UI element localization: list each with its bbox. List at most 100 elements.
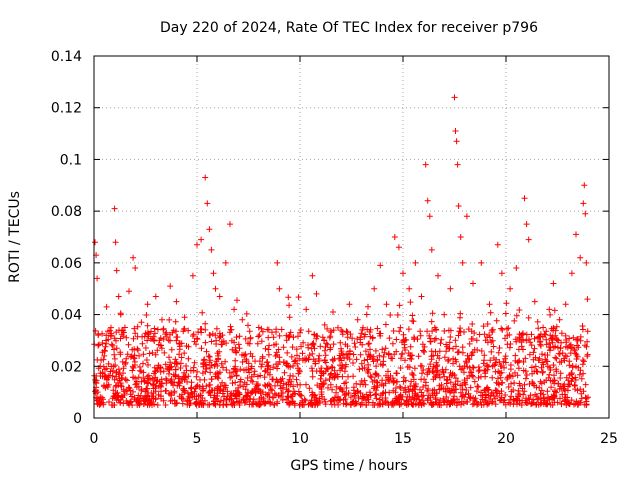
data-point bbox=[110, 363, 117, 370]
data-point bbox=[449, 370, 456, 377]
data-point bbox=[540, 361, 547, 368]
data-point bbox=[553, 366, 560, 373]
data-point bbox=[309, 341, 316, 347]
data-point bbox=[568, 270, 575, 277]
data-point bbox=[327, 344, 334, 351]
data-point bbox=[468, 328, 475, 335]
data-point bbox=[546, 306, 553, 313]
data-point bbox=[466, 340, 473, 347]
data-point bbox=[534, 368, 541, 375]
data-marks bbox=[91, 94, 591, 409]
data-point bbox=[489, 337, 496, 344]
data-point bbox=[117, 380, 124, 387]
data-point bbox=[475, 384, 482, 390]
data-point bbox=[427, 361, 434, 368]
data-point bbox=[453, 138, 460, 145]
data-point bbox=[396, 383, 403, 390]
data-point bbox=[366, 329, 373, 335]
data-point bbox=[574, 387, 581, 394]
data-point bbox=[522, 399, 529, 406]
data-point bbox=[447, 334, 454, 340]
data-point bbox=[396, 302, 403, 309]
data-point bbox=[367, 346, 373, 353]
data-point bbox=[379, 346, 386, 353]
data-point bbox=[565, 381, 572, 387]
data-point bbox=[229, 380, 236, 387]
data-point bbox=[528, 364, 535, 371]
data-point bbox=[329, 356, 336, 363]
data-point bbox=[296, 391, 303, 398]
data-point bbox=[241, 379, 248, 386]
data-point bbox=[317, 343, 324, 350]
data-point bbox=[109, 342, 116, 349]
data-point bbox=[371, 285, 378, 292]
data-point bbox=[287, 364, 294, 371]
data-point bbox=[211, 392, 218, 399]
data-point bbox=[216, 330, 223, 337]
data-point bbox=[309, 373, 316, 380]
data-point bbox=[343, 379, 349, 386]
data-point bbox=[572, 400, 579, 407]
data-point bbox=[526, 336, 532, 343]
data-point bbox=[339, 362, 346, 369]
data-point bbox=[243, 358, 250, 364]
data-point bbox=[470, 394, 477, 401]
data-point bbox=[111, 355, 118, 362]
data-point bbox=[255, 324, 262, 331]
data-point bbox=[441, 311, 448, 318]
data-point bbox=[177, 365, 184, 371]
data-point bbox=[567, 341, 574, 348]
data-point bbox=[352, 344, 359, 350]
data-point bbox=[273, 341, 280, 348]
data-point bbox=[259, 353, 266, 360]
data-point bbox=[185, 327, 192, 334]
data-point bbox=[395, 399, 402, 406]
data-point bbox=[504, 341, 511, 348]
data-point bbox=[222, 358, 229, 365]
data-point bbox=[478, 259, 485, 266]
data-point bbox=[402, 336, 409, 343]
data-point bbox=[216, 293, 223, 300]
data-point bbox=[194, 368, 201, 375]
data-point bbox=[305, 344, 312, 351]
data-point bbox=[158, 393, 164, 399]
data-point bbox=[432, 365, 439, 371]
data-point bbox=[549, 335, 556, 342]
data-point bbox=[354, 316, 361, 323]
data-point bbox=[202, 320, 209, 327]
data-point bbox=[393, 336, 400, 343]
data-point bbox=[136, 352, 143, 359]
x-tick-label: 10 bbox=[291, 431, 309, 447]
data-point bbox=[544, 358, 551, 365]
data-point bbox=[446, 401, 453, 408]
data-point bbox=[162, 402, 169, 408]
x-tick-label: 25 bbox=[600, 431, 618, 447]
data-point bbox=[445, 356, 452, 363]
data-point bbox=[422, 382, 429, 389]
data-point bbox=[278, 326, 285, 333]
data-point bbox=[181, 369, 188, 376]
data-point bbox=[143, 357, 150, 363]
data-point bbox=[428, 246, 435, 253]
y-tick-label: 0.08 bbox=[51, 204, 82, 220]
data-point bbox=[510, 396, 517, 403]
data-point bbox=[584, 296, 591, 303]
data-point bbox=[551, 307, 558, 314]
data-point bbox=[436, 348, 443, 355]
data-point bbox=[281, 369, 288, 376]
data-point bbox=[583, 401, 590, 408]
data-point bbox=[323, 365, 330, 372]
data-point bbox=[181, 350, 188, 357]
data-point bbox=[244, 375, 251, 381]
data-point bbox=[335, 393, 341, 400]
data-point bbox=[530, 396, 537, 403]
data-point bbox=[576, 371, 583, 378]
data-point bbox=[216, 387, 223, 394]
data-point bbox=[405, 326, 412, 333]
data-point bbox=[132, 265, 139, 271]
data-point bbox=[283, 332, 290, 339]
data-point bbox=[372, 391, 379, 398]
data-point bbox=[566, 362, 573, 369]
data-point bbox=[143, 385, 150, 392]
